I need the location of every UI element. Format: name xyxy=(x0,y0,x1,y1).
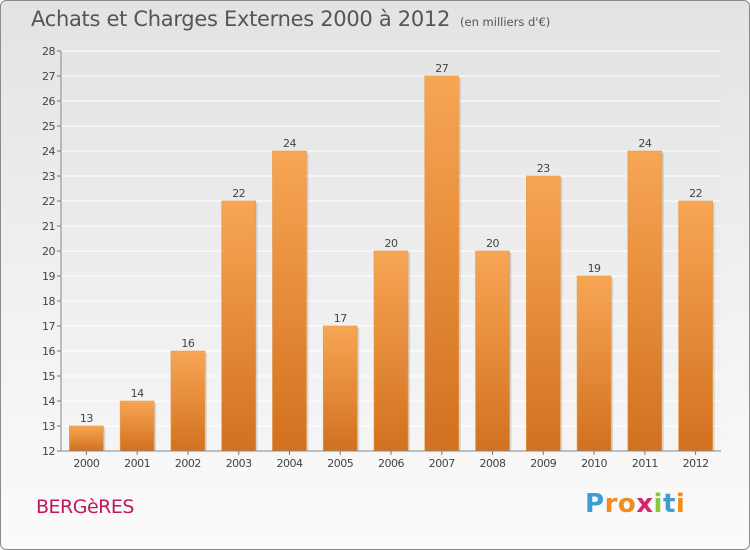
y-tick-label: 25 xyxy=(42,120,55,133)
data-label: 22 xyxy=(689,187,702,200)
logo-letter: t xyxy=(662,489,676,519)
x-tick-label: 2000 xyxy=(73,457,99,470)
logo-letter: o xyxy=(617,489,637,519)
data-label: 24 xyxy=(283,137,296,150)
x-tick-label: 2005 xyxy=(327,457,353,470)
x-tick-label: 2012 xyxy=(683,457,709,470)
logo-letter: P xyxy=(585,489,605,519)
y-tick-label: 21 xyxy=(42,220,55,233)
data-label: 22 xyxy=(232,187,245,200)
proxiti-logo: Proxiti xyxy=(585,489,685,519)
logo-letter: r xyxy=(604,489,618,519)
y-tick-label: 27 xyxy=(42,70,55,83)
y-tick-label: 12 xyxy=(42,445,55,458)
data-label: 13 xyxy=(80,412,93,425)
y-tick-label: 18 xyxy=(42,295,55,308)
bar xyxy=(170,350,206,452)
bar xyxy=(678,200,713,452)
bar xyxy=(576,275,612,452)
chart-title-text: Achats et Charges Externes 2000 à 2012 xyxy=(31,7,451,31)
bar xyxy=(526,175,561,452)
y-tick-label: 17 xyxy=(42,320,55,333)
bar xyxy=(119,400,155,452)
x-tick-label: 2001 xyxy=(124,457,150,470)
x-tick-label: 2004 xyxy=(276,457,302,470)
place-label: BERGèRES xyxy=(36,496,134,518)
y-tick-label: 15 xyxy=(42,370,55,383)
data-label: 19 xyxy=(588,262,601,275)
data-label: 20 xyxy=(486,237,499,250)
x-tick-label: 2002 xyxy=(175,457,201,470)
bar xyxy=(475,250,510,452)
x-tick-label: 2009 xyxy=(530,457,556,470)
y-tick-label: 24 xyxy=(42,145,55,158)
y-tick-label: 28 xyxy=(42,45,55,58)
chart-title: Achats et Charges Externes 2000 à 2012 (e… xyxy=(31,7,550,31)
data-label: 16 xyxy=(181,337,194,350)
bar xyxy=(69,425,104,452)
data-label: 23 xyxy=(537,162,550,175)
bar xyxy=(221,200,256,452)
data-label: 27 xyxy=(435,62,448,75)
x-tick-label: 2008 xyxy=(480,457,506,470)
data-label: 20 xyxy=(385,237,398,250)
y-tick-label: 13 xyxy=(42,420,55,433)
bar xyxy=(322,325,358,452)
x-tick-label: 2006 xyxy=(378,457,404,470)
logo-letter: x xyxy=(636,489,654,519)
bar xyxy=(424,75,460,452)
bar xyxy=(373,250,409,452)
x-tick-label: 2011 xyxy=(632,457,658,470)
y-tick-label: 26 xyxy=(42,95,55,108)
y-tick-label: 14 xyxy=(42,395,55,408)
data-label: 17 xyxy=(334,312,347,325)
data-label: 14 xyxy=(131,387,144,400)
logo-letter: i xyxy=(653,489,663,519)
data-label: 24 xyxy=(638,137,651,150)
x-tick-label: 2010 xyxy=(581,457,607,470)
x-tick-label: 2007 xyxy=(429,457,455,470)
y-tick-label: 19 xyxy=(42,270,55,283)
logo-letter: i xyxy=(675,489,686,519)
bar xyxy=(272,150,307,452)
y-tick-label: 23 xyxy=(42,170,55,183)
y-tick-label: 20 xyxy=(42,245,55,258)
chart-subtitle: (en milliers d'€) xyxy=(460,15,551,29)
x-tick-label: 2003 xyxy=(226,457,252,470)
y-tick-label: 16 xyxy=(42,345,55,358)
y-tick-label: 22 xyxy=(42,195,55,208)
bar xyxy=(627,150,663,452)
